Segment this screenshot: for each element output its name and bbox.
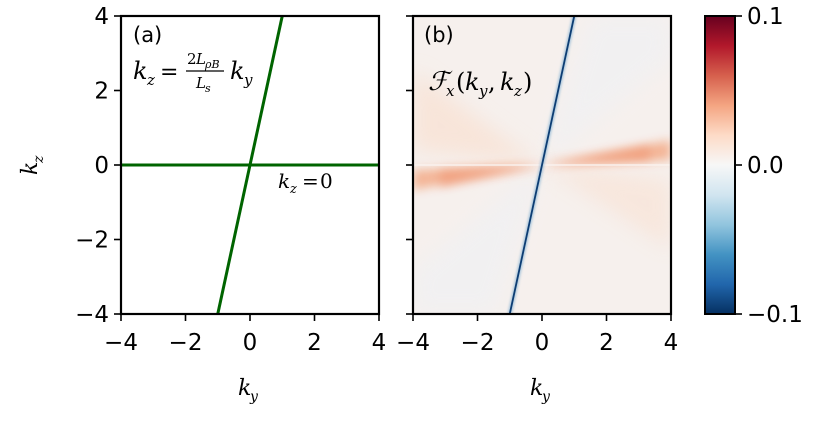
svg-text:x: x bbox=[446, 82, 455, 100]
svg-text:z: z bbox=[289, 182, 297, 197]
panel-b: −4 −2 0 2 4 (b) ℱ x ( k y , k z ) k y bbox=[396, 14, 678, 405]
svg-text:L: L bbox=[195, 50, 206, 68]
svg-text:k: k bbox=[230, 57, 245, 85]
panel-a-x-ticks: −4 −2 0 2 4 bbox=[104, 314, 386, 356]
y-tick-label: 4 bbox=[94, 4, 109, 30]
svg-text:s: s bbox=[205, 82, 211, 95]
panel-a-ylabel: k z bbox=[18, 155, 47, 175]
panel-b-title: ℱ x ( k y , k z ) bbox=[428, 67, 532, 100]
svg-text:k: k bbox=[18, 162, 43, 175]
svg-text:,: , bbox=[488, 68, 496, 96]
colorbar: 0.1 0.0 −0.1 bbox=[704, 4, 803, 328]
colorbar-gradient bbox=[705, 16, 735, 314]
y-tick-label: −2 bbox=[75, 228, 109, 254]
colorbar-ticks: 0.1 0.0 −0.1 bbox=[735, 4, 803, 328]
panel-a-zero-annotation: k z = 0 bbox=[278, 169, 333, 197]
panel-b-label: (b) bbox=[424, 23, 454, 47]
svg-text:z: z bbox=[146, 71, 155, 89]
svg-text:y: y bbox=[243, 71, 253, 89]
svg-text:k: k bbox=[278, 169, 290, 193]
svg-text:y: y bbox=[478, 82, 488, 100]
x-tick-label: 4 bbox=[372, 330, 387, 356]
svg-text:=: = bbox=[160, 60, 178, 85]
svg-text:z: z bbox=[31, 155, 47, 164]
x-tick-label: 0 bbox=[243, 330, 258, 356]
panel-b-heatmap bbox=[413, 16, 671, 314]
panel-a-xlabel: k y bbox=[238, 376, 259, 405]
svg-text:ρB: ρB bbox=[204, 58, 220, 71]
panel-a: −4 −2 0 2 4 −4 −2 0 2 4 (a) k z = 2 L ρB L s k y… bbox=[18, 4, 386, 405]
x-tick-label: 4 bbox=[664, 330, 679, 356]
x-tick-label: 0 bbox=[535, 330, 550, 356]
x-tick-label: 2 bbox=[599, 330, 614, 356]
y-tick-label: 2 bbox=[94, 79, 109, 105]
svg-text:k: k bbox=[500, 68, 515, 96]
svg-text:=: = bbox=[302, 169, 319, 193]
panel-a-series bbox=[121, 15, 379, 315]
y-tick-label: −4 bbox=[75, 302, 109, 328]
x-tick-label: −2 bbox=[169, 330, 203, 356]
x-tick-label: −4 bbox=[104, 330, 138, 356]
svg-text:): ) bbox=[523, 68, 532, 96]
panel-b-x-ticks: −4 −2 0 2 4 bbox=[396, 314, 678, 356]
x-tick-label: −4 bbox=[396, 330, 430, 356]
colorbar-tick-label: −0.1 bbox=[747, 302, 803, 328]
svg-text:k: k bbox=[465, 68, 480, 96]
colorbar-tick-label: 0.0 bbox=[747, 153, 784, 179]
svg-text:k: k bbox=[238, 376, 251, 401]
svg-text:(: ( bbox=[456, 68, 465, 96]
svg-text:2: 2 bbox=[187, 50, 197, 68]
panel-b-y-ticks bbox=[406, 15, 413, 315]
colorbar-tick-label: 0.1 bbox=[747, 4, 784, 30]
svg-text:k: k bbox=[133, 57, 148, 85]
svg-text:L: L bbox=[195, 74, 206, 92]
y-tick-label: 0 bbox=[94, 153, 109, 179]
svg-text:y: y bbox=[249, 389, 259, 405]
svg-text:0: 0 bbox=[320, 169, 333, 193]
svg-text:k: k bbox=[530, 376, 543, 401]
x-tick-label: 2 bbox=[307, 330, 322, 356]
x-tick-label: −2 bbox=[461, 330, 495, 356]
svg-text:z: z bbox=[513, 82, 522, 100]
panel-a-y-ticks: −4 −2 0 2 4 bbox=[75, 4, 121, 328]
panel-a-label: (a) bbox=[133, 23, 162, 47]
panel-b-xlabel: k y bbox=[530, 376, 551, 405]
svg-text:y: y bbox=[541, 389, 551, 405]
panel-a-slope-annotation: k z = 2 L ρB L s k y bbox=[133, 50, 253, 95]
